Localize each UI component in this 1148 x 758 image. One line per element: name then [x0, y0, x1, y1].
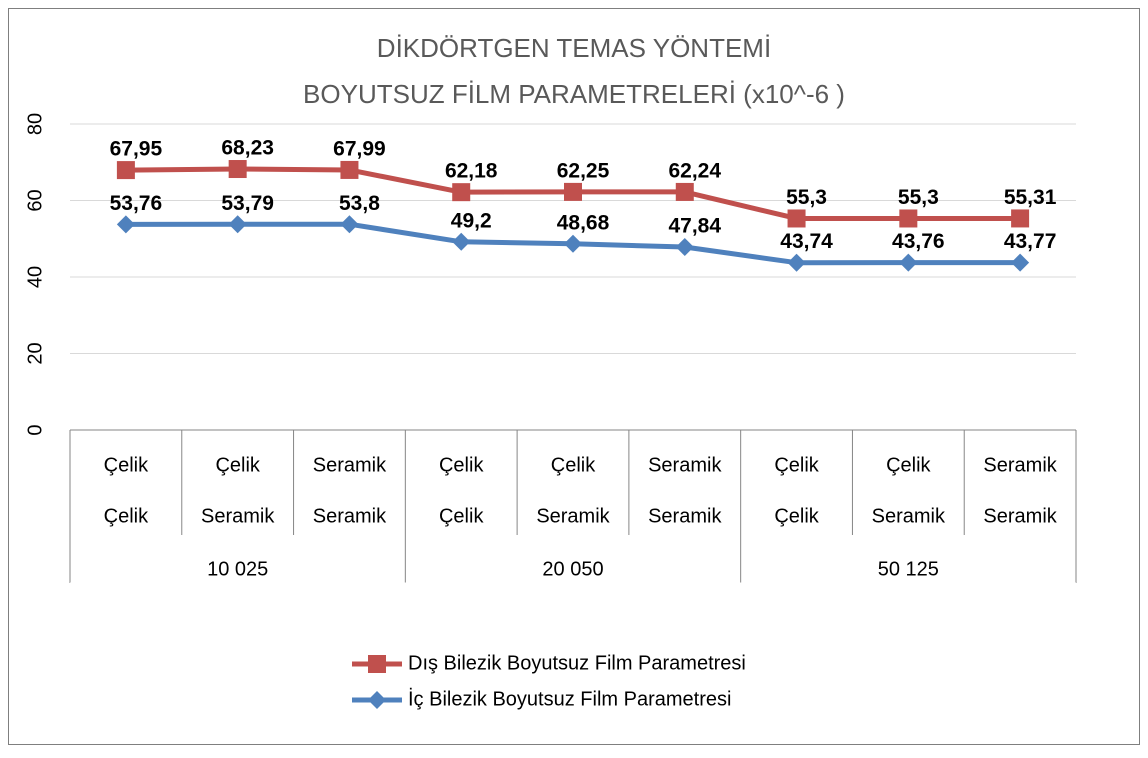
x-tick-label: Seramik: [313, 454, 387, 476]
x-tick-label: Seramik: [872, 505, 946, 527]
data-point: [899, 253, 918, 272]
x-tick-label: Çelik: [551, 454, 596, 476]
x-tick-label: Seramik: [983, 505, 1057, 527]
x-tick-label: Çelik: [774, 505, 819, 527]
data-point: [228, 160, 247, 179]
x-tick-label: Seramik: [201, 505, 275, 527]
chart-title: DİKDÖRTGEN TEMAS YÖNTEMİ: [377, 33, 771, 63]
data-label: 67,99: [333, 137, 386, 160]
x-tick-label: Seramik: [313, 505, 387, 527]
data-label: 43,77: [1004, 230, 1057, 253]
data-label: 55,3: [786, 186, 827, 209]
data-label: 55,3: [898, 186, 939, 209]
data-label: 62,18: [445, 160, 498, 183]
data-point: [787, 209, 806, 228]
x-tick-label: Çelik: [886, 454, 931, 476]
data-point: [787, 253, 806, 272]
group-label: 10 025: [207, 558, 268, 580]
x-tick-label: Çelik: [215, 454, 260, 476]
group-label: 20 050: [542, 558, 603, 580]
x-tick-label: Seramik: [983, 454, 1057, 476]
data-point: [452, 232, 471, 251]
data-label: 55,31: [1004, 186, 1057, 209]
data-point: [228, 215, 247, 234]
group-label: 50 125: [878, 558, 939, 580]
data-point: [564, 182, 582, 201]
x-tick-label: Çelik: [104, 454, 149, 476]
data-label: 67,95: [110, 138, 163, 161]
data-point: [675, 182, 694, 201]
legend-label: İç Bilezik Boyutsuz Film Parametresi: [408, 687, 731, 710]
data-point: [1011, 253, 1030, 272]
data-label: 48,68: [557, 211, 610, 234]
x-tick-label: Seramik: [536, 505, 610, 527]
data-point: [340, 215, 359, 234]
data-point: [899, 209, 918, 228]
y-tick-label: 0: [24, 424, 46, 435]
data-point: [564, 234, 582, 253]
data-label: 62,25: [557, 159, 610, 182]
x-tick-label: Seramik: [648, 505, 722, 527]
chart-title: BOYUTSUZ FİLM PARAMETRELERİ (x10^-6 ): [303, 79, 845, 109]
data-label: 43,74: [780, 230, 833, 253]
data-label: 68,23: [221, 137, 274, 160]
data-point: [116, 161, 135, 180]
legend-marker: [368, 691, 386, 709]
data-point: [1011, 209, 1030, 228]
data-label: 49,2: [451, 209, 492, 232]
data-point: [340, 160, 359, 179]
chart-border: [8, 8, 1140, 745]
data-label: 43,76: [892, 230, 945, 253]
data-point: [116, 215, 135, 234]
y-tick-label: 40: [24, 266, 46, 288]
y-tick-label: 20: [24, 342, 46, 364]
x-tick-label: Çelik: [104, 505, 149, 527]
x-tick-label: Seramik: [648, 454, 722, 476]
data-point: [675, 238, 694, 257]
legend-marker: [368, 655, 386, 673]
y-tick-label: 60: [24, 189, 46, 211]
x-tick-label: Çelik: [439, 505, 484, 527]
data-label: 53,8: [339, 192, 380, 215]
data-label: 53,76: [110, 192, 163, 215]
data-label: 47,84: [668, 215, 721, 238]
y-tick-label: 80: [24, 113, 46, 135]
legend-label: Dış Bilezik Boyutsuz Film Parametresi: [408, 652, 746, 674]
x-tick-label: Çelik: [439, 454, 484, 476]
data-point: [452, 183, 471, 202]
data-label: 62,24: [668, 159, 721, 182]
data-label: 53,79: [221, 192, 274, 215]
x-tick-label: Çelik: [774, 454, 819, 476]
